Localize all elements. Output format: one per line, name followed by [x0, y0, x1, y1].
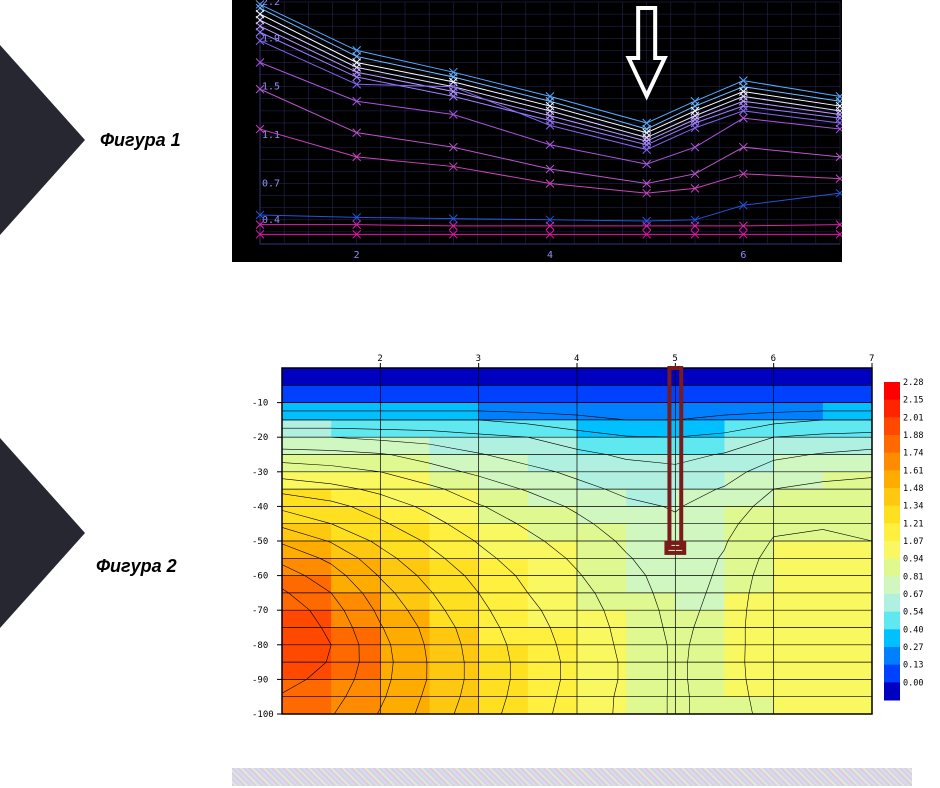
chevron-shape-1 — [0, 45, 85, 235]
svg-text:-80: -80 — [252, 641, 268, 651]
svg-text:-100: -100 — [252, 710, 274, 720]
svg-text:-50: -50 — [252, 537, 268, 547]
svg-text:-40: -40 — [252, 502, 268, 512]
svg-text:1.34: 1.34 — [903, 502, 923, 512]
figure1-label: Фигура 1 — [100, 130, 181, 151]
svg-text:-70: -70 — [252, 606, 268, 616]
svg-text:6: 6 — [740, 250, 746, 261]
svg-text:1.74: 1.74 — [903, 449, 923, 459]
svg-text:4: 4 — [547, 250, 553, 261]
svg-text:2: 2 — [377, 354, 382, 364]
figure1-line-chart: 0.40.71.11.51.92.2246 — [232, 0, 842, 262]
svg-text:2.15: 2.15 — [903, 396, 923, 406]
noise-strip — [232, 768, 912, 786]
svg-text:-90: -90 — [252, 675, 268, 685]
svg-text:-30: -30 — [252, 468, 268, 478]
svg-text:0.81: 0.81 — [903, 572, 923, 582]
figure1-svg: 0.40.71.11.51.92.2246 — [232, 0, 842, 262]
svg-text:0.7: 0.7 — [262, 179, 280, 190]
svg-text:4: 4 — [574, 354, 579, 364]
svg-text:2.01: 2.01 — [903, 413, 923, 423]
svg-text:1.61: 1.61 — [903, 466, 923, 476]
svg-text:2.28: 2.28 — [903, 378, 923, 388]
svg-text:-60: -60 — [252, 572, 268, 582]
svg-text:7: 7 — [869, 354, 874, 364]
svg-text:0.94: 0.94 — [903, 555, 923, 565]
svg-text:0.67: 0.67 — [903, 590, 923, 600]
figure2-heatmap: 2 3 4 5 6 7 -10 -20 -30 -40 -50 -60 -70 -80 -90 -100 2.2… — [232, 350, 932, 720]
svg-text:0.13: 0.13 — [903, 661, 923, 671]
chevron-shape-2 — [0, 438, 85, 628]
figure2-svg: 2 3 4 5 6 7 -10 -20 -30 -40 -50 -60 -70 -80 -90 -100 2.2… — [232, 350, 932, 720]
svg-text:3: 3 — [476, 354, 481, 364]
figure2-label: Фигура 2 — [96, 556, 177, 577]
svg-text:1.48: 1.48 — [903, 484, 923, 494]
svg-text:1.07: 1.07 — [903, 537, 923, 547]
svg-text:0.00: 0.00 — [903, 678, 923, 688]
svg-text:2: 2 — [354, 250, 360, 261]
svg-text:0.40: 0.40 — [903, 625, 923, 635]
svg-text:1.88: 1.88 — [903, 431, 923, 441]
svg-text:-20: -20 — [252, 433, 268, 443]
svg-text:6: 6 — [771, 354, 776, 364]
svg-text:0.54: 0.54 — [903, 608, 923, 618]
svg-text:-10: -10 — [252, 399, 268, 409]
svg-text:5: 5 — [672, 354, 677, 364]
svg-text:1.21: 1.21 — [903, 519, 923, 529]
svg-text:0.27: 0.27 — [903, 643, 923, 653]
